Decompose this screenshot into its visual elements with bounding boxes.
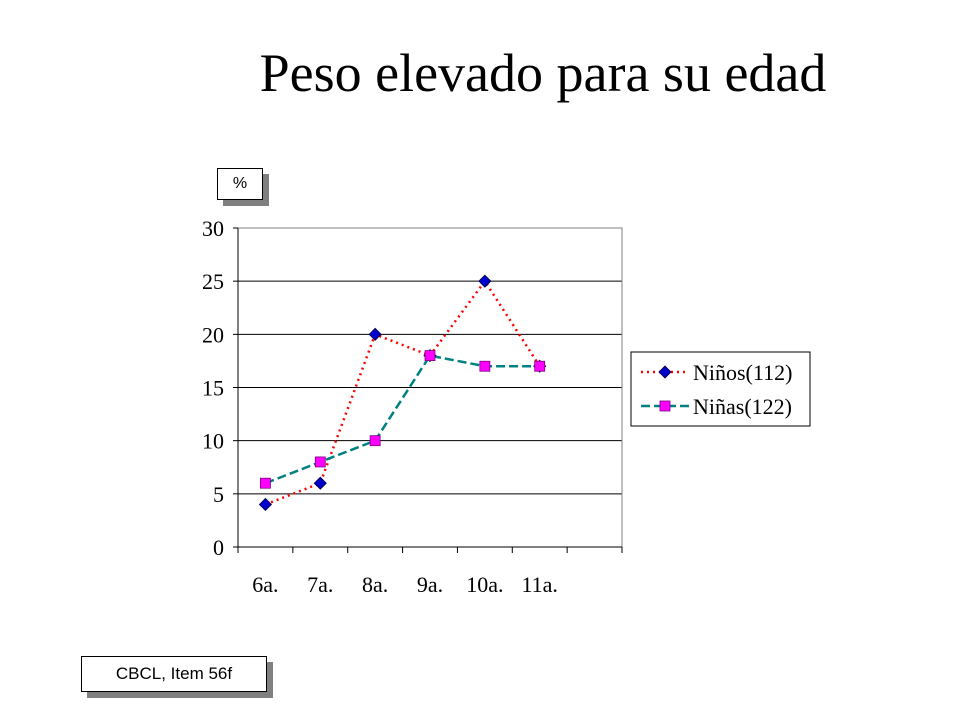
- data-point-ninos: [368, 327, 382, 341]
- x-tick-label: 9a.: [417, 572, 443, 597]
- data-point-ninos: [478, 274, 492, 288]
- legend-marker: [659, 400, 671, 412]
- legend-label: Niñas(122): [693, 394, 792, 419]
- data-point-ninas: [534, 360, 546, 372]
- source-label-box: CBCL, Item 56f: [81, 656, 267, 692]
- data-point-ninos: [258, 497, 272, 512]
- unit-label-box: %: [217, 168, 263, 200]
- series-line-ninos: [264, 278, 541, 506]
- legend-marker: [658, 365, 672, 379]
- data-point-ninos: [313, 476, 327, 490]
- series-line-ninas: [264, 354, 540, 485]
- x-tick-label: 8a.: [362, 572, 388, 597]
- legend-label: Niños(112): [693, 360, 792, 385]
- legend-box: [630, 351, 811, 427]
- y-tick-label: 30: [202, 216, 224, 241]
- data-point-ninas: [314, 456, 326, 468]
- y-tick-label: 10: [202, 429, 224, 454]
- x-tick-label: 7a.: [307, 572, 333, 597]
- data-point-ninas: [424, 350, 436, 362]
- y-tick-label: 0: [213, 535, 224, 560]
- y-tick-label: 15: [202, 376, 224, 401]
- data-point-ninas: [479, 360, 491, 372]
- x-tick-label: 6a.: [252, 572, 278, 597]
- data-point-ninas: [369, 435, 381, 447]
- y-tick-label: 25: [202, 269, 224, 294]
- x-tick-label: 10a.: [466, 572, 503, 597]
- data-point-ninas: [260, 477, 271, 489]
- chart-title: Peso elevado para su edad: [259, 43, 827, 103]
- x-tick-label: 11a.: [521, 572, 557, 597]
- y-tick-label: 20: [202, 322, 224, 347]
- y-tick-label: 5: [213, 482, 224, 507]
